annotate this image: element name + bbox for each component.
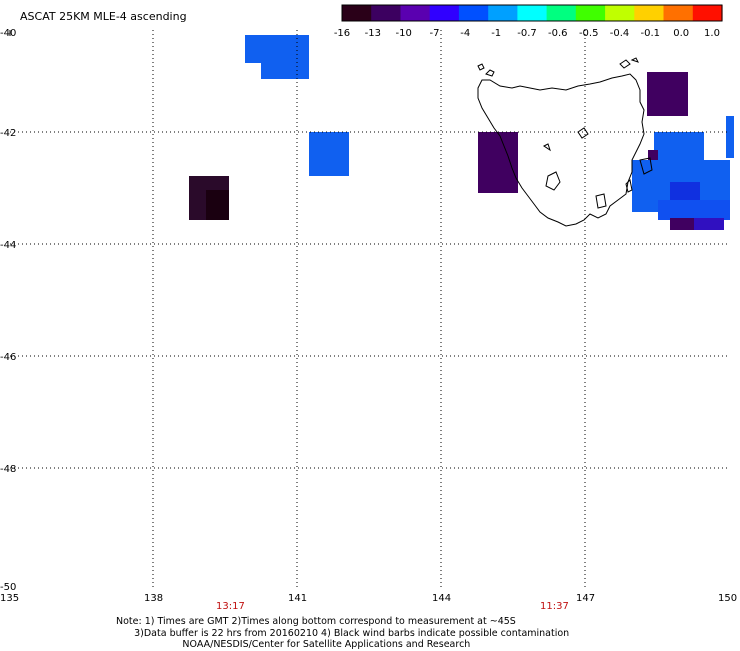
- lon-label: 147: [576, 593, 595, 604]
- lon-labels: 135 138 141 144 147 150: [0, 593, 737, 604]
- note-line-1: Note: 1) Times are GMT 2)Times along bot…: [116, 616, 516, 627]
- colorbar-label: -10: [396, 28, 412, 39]
- colorbar-label: -0.6: [548, 28, 568, 39]
- colorbar: -16 -13 -10 -7 -4 -1 -0.7 -0.6 -0.5 -0.4 -0.1 0.0 1.…: [334, 4, 723, 39]
- colorbar-label: 1.0: [704, 28, 720, 39]
- colorbar-label: -7: [430, 28, 440, 39]
- lon-label: 138: [144, 593, 163, 604]
- notes: Note: 1) Times are GMT 2)Times along bot…: [116, 616, 569, 651]
- colorbar-label: -0.5: [579, 28, 599, 39]
- colorbar-swatch: [371, 5, 401, 21]
- wind-data-cells: [189, 35, 734, 230]
- colorbar-frame: [341, 4, 723, 22]
- lon-label: 144: [432, 593, 451, 604]
- data-cell: [647, 72, 688, 116]
- lat-label: -46: [0, 352, 16, 363]
- note-line-2: 3)Data buffer is 22 hrs from 20160210 4)…: [116, 627, 570, 639]
- colorbar-swatch: [517, 5, 548, 21]
- data-cell: [658, 200, 730, 220]
- lat-label: -50: [0, 582, 16, 593]
- colorbar-swatch: [692, 5, 723, 21]
- lat-label: -44: [0, 240, 16, 251]
- data-cell: [261, 35, 309, 79]
- pass-time-right: 11:37: [540, 601, 569, 612]
- data-cell: [309, 132, 349, 176]
- map-title: ASCAT 25KM MLE-4 ascending: [20, 10, 187, 23]
- pass-time-left: 13:17: [216, 601, 245, 612]
- colorbar-swatch: [546, 5, 577, 21]
- colorbar-label: -0.4: [610, 28, 630, 39]
- data-cell: [694, 218, 724, 230]
- colorbar-label: -1: [491, 28, 501, 39]
- colorbar-swatch: [458, 5, 489, 21]
- colorbar-label: -16: [334, 28, 350, 39]
- colorbar-label: -0.1: [641, 28, 661, 39]
- colorbar-swatch: [575, 5, 606, 21]
- data-cell: [206, 190, 229, 220]
- lat-label: -48: [0, 464, 16, 475]
- lat-label: -42: [0, 128, 16, 139]
- data-cell: [648, 150, 658, 160]
- lon-label: 135: [0, 593, 19, 604]
- colorbar-swatch: [342, 5, 372, 21]
- colorbar-swatch: [605, 5, 635, 21]
- graticule: [10, 30, 730, 590]
- lon-label: 141: [288, 593, 307, 604]
- note-line-3: NOAA/NESDIS/Center for Satellite Applica…: [116, 639, 471, 650]
- lat-label: -40: [0, 28, 16, 39]
- colorbar-label: -13: [365, 28, 381, 39]
- colorbar-label: -0.7: [517, 28, 537, 39]
- tasmania-coastline: [477, 57, 653, 227]
- colorbar-swatch: [488, 5, 518, 21]
- lon-label: 150: [718, 593, 737, 604]
- colorbar-swatch: [400, 5, 431, 21]
- data-cell: [726, 116, 734, 158]
- colorbar-swatch: [634, 5, 665, 21]
- colorbar-swatch: [663, 5, 694, 21]
- data-cell: [478, 132, 518, 193]
- colorbar-swatch: [429, 5, 460, 21]
- colorbar-label: -4: [460, 28, 470, 39]
- lat-labels: -40 -42 -44 -46 -48 -50: [0, 28, 16, 593]
- colorbar-label: 0.0: [673, 28, 689, 39]
- data-cell: [670, 218, 694, 230]
